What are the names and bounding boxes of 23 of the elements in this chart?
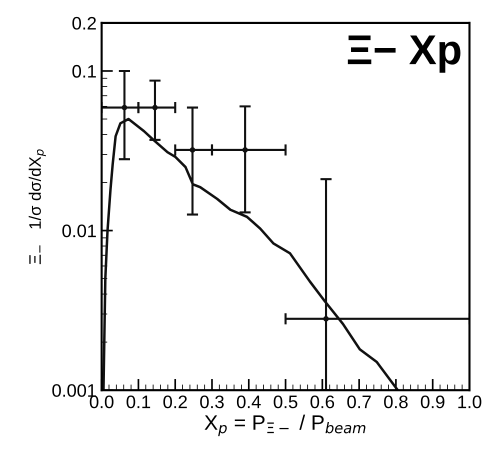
x-tick-label: 0.4 bbox=[236, 395, 261, 408]
y-tick-label: 0.01 bbox=[62, 224, 96, 238]
x-tick-label: 0.7 bbox=[347, 395, 371, 408]
x-axis-title: X$_{p}$ = P$_{Ξ−}$ / P$_{beam}$ bbox=[204, 414, 366, 436]
x-tick-label: 1.0 bbox=[458, 395, 482, 408]
x-tick-label: 0.6 bbox=[310, 395, 334, 408]
point bbox=[122, 104, 128, 110]
x-tick-label: 0.5 bbox=[274, 395, 298, 408]
chart-title: Ξ− Xp bbox=[348, 35, 460, 73]
x-tick-label: 0.8 bbox=[384, 395, 408, 408]
y-tick-label: 0.2 bbox=[72, 16, 96, 30]
x-tick-label: 0.9 bbox=[420, 395, 444, 408]
x-tick-label: 0.0 bbox=[90, 395, 114, 408]
point bbox=[190, 147, 196, 153]
x-tick-label: 0.3 bbox=[200, 395, 224, 408]
point bbox=[152, 104, 158, 110]
text: Ξ$_{−}$ 1/σ dσ/dX$_{p}$ bbox=[28, 149, 46, 264]
x-tick-label: 0.2 bbox=[163, 395, 187, 408]
y-tick-label: 0.1 bbox=[72, 64, 96, 78]
x-tick-label: 0.1 bbox=[126, 395, 150, 408]
point bbox=[242, 147, 248, 153]
y-tick-label: 0.001 bbox=[52, 384, 96, 397]
point bbox=[323, 316, 329, 322]
